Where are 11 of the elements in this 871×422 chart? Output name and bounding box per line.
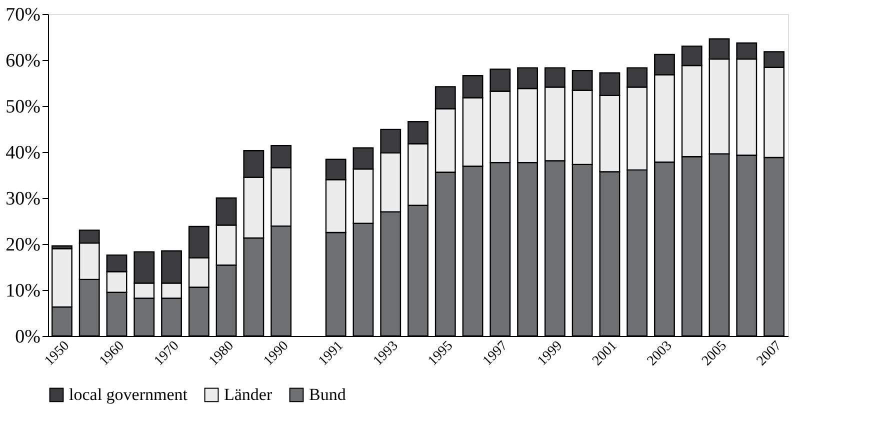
- y-tick-label: 40%: [6, 142, 41, 164]
- y-tick-label: 50%: [6, 96, 41, 118]
- legend-label: Länder: [224, 384, 272, 404]
- y-tick-label: 20%: [6, 234, 41, 256]
- y-tick-label: 60%: [6, 50, 41, 72]
- y-tick-label: 70%: [6, 4, 41, 26]
- legend-label: local government: [69, 384, 188, 404]
- legend-label: Bund: [309, 384, 346, 404]
- y-tick-label: 30%: [6, 188, 41, 210]
- y-tick-label: 10%: [6, 280, 41, 302]
- y-tick-label: 0%: [15, 326, 41, 348]
